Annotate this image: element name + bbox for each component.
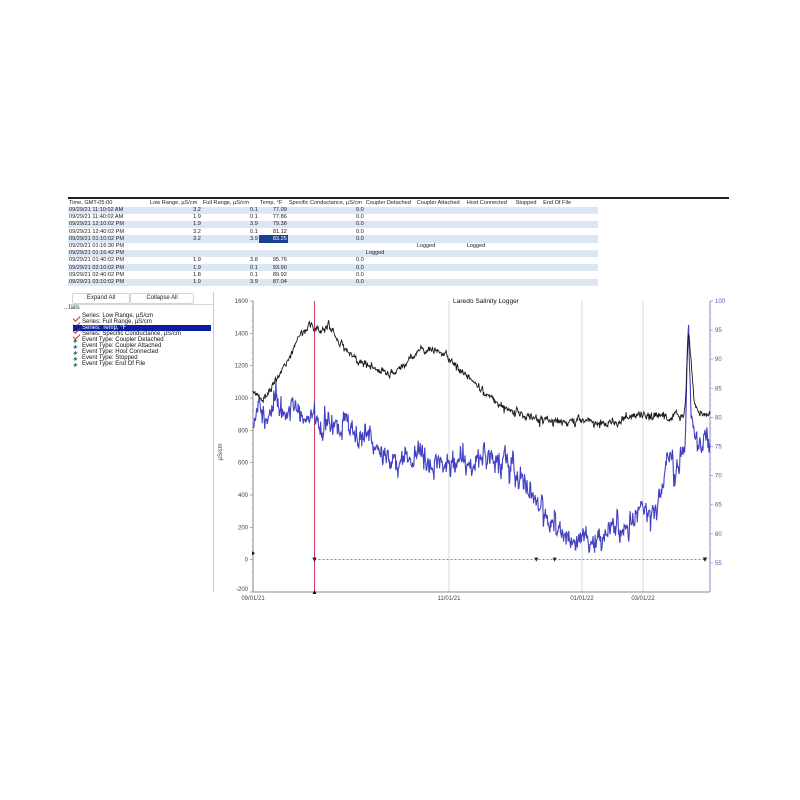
svg-text:0: 0 xyxy=(245,558,249,564)
svg-text:100: 100 xyxy=(715,299,726,305)
svg-text:70: 70 xyxy=(715,474,722,480)
svg-text:65: 65 xyxy=(715,503,722,509)
svg-text:600: 600 xyxy=(238,461,249,467)
svg-text:1600: 1600 xyxy=(235,299,249,305)
svg-text:200: 200 xyxy=(238,525,249,531)
svg-text:11/01/21: 11/01/21 xyxy=(438,596,462,602)
svg-text:1200: 1200 xyxy=(235,364,249,370)
svg-text:-200: -200 xyxy=(236,587,249,593)
svg-text:80: 80 xyxy=(715,415,722,421)
svg-text:µS/cm: µS/cm xyxy=(218,443,224,460)
svg-text:75: 75 xyxy=(715,445,722,451)
svg-text:1400: 1400 xyxy=(235,331,249,337)
svg-text:03/01/22: 03/01/22 xyxy=(631,596,655,602)
svg-text:01/01/22: 01/01/22 xyxy=(570,596,594,602)
svg-text:800: 800 xyxy=(238,428,249,434)
svg-text:400: 400 xyxy=(238,493,249,499)
svg-text:90: 90 xyxy=(715,357,722,363)
svg-text:95: 95 xyxy=(715,328,722,334)
svg-text:60: 60 xyxy=(715,532,722,538)
svg-text:09/01/21: 09/01/21 xyxy=(241,596,265,602)
svg-text:85: 85 xyxy=(715,386,722,392)
svg-text:55: 55 xyxy=(715,561,722,567)
svg-text:1000: 1000 xyxy=(235,396,249,402)
